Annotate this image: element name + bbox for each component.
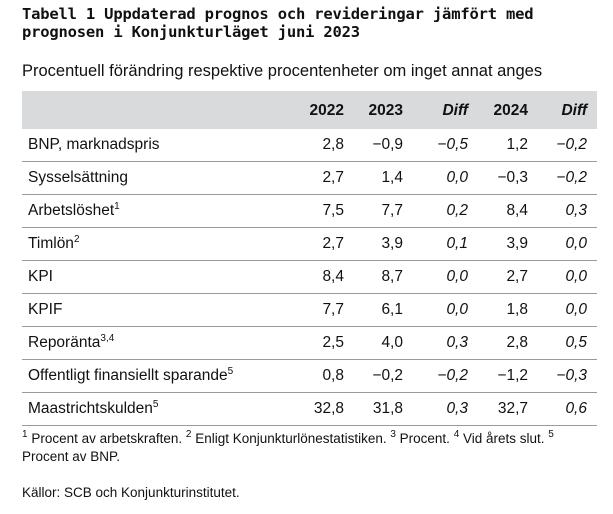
table-cell: 2,7 bbox=[506, 268, 528, 285]
table-cell: 32,8 bbox=[313, 400, 344, 417]
table-cell: 0,2 bbox=[446, 202, 468, 219]
table-cell: 0,1 bbox=[446, 235, 468, 252]
table-cell: −0,3 bbox=[556, 367, 587, 384]
table-cell: 0,3 bbox=[446, 334, 468, 351]
row-label-text: Offentligt finansiellt sparande bbox=[28, 367, 228, 384]
column-header-2024: 2024 bbox=[493, 102, 528, 119]
table-row: Arbetslöshet1 7,5 7,7 0,2 8,4 0,3 bbox=[22, 195, 597, 228]
table-row: Offentligt finansiellt sparande5 0,8 −0,2 −… bbox=[22, 360, 597, 393]
table-cell: 3,9 bbox=[381, 235, 403, 252]
row-label-text: Sysselsättning bbox=[28, 169, 128, 186]
row-label: KPI bbox=[28, 267, 53, 287]
table-header: 2022 2023 Diff 2024 Diff bbox=[22, 91, 597, 129]
footnote-marker: 3 bbox=[390, 429, 396, 440]
footnote-text: Vid årets slut. bbox=[459, 431, 549, 446]
table-cell: 8,4 bbox=[506, 202, 528, 219]
table-cell: −0,3 bbox=[497, 169, 528, 186]
footnote-text: Procent av BNP. bbox=[22, 449, 121, 464]
table-cell: 2,5 bbox=[322, 334, 344, 351]
table-cell: 1,4 bbox=[381, 169, 403, 186]
table-cell: −0,2 bbox=[556, 136, 587, 153]
table-cell: 0,6 bbox=[565, 400, 587, 417]
table-cell: −0,9 bbox=[372, 136, 403, 153]
column-header-2023: 2023 bbox=[368, 102, 403, 119]
table-row: KPIF 7,7 6,1 0,0 1,8 0,0 bbox=[22, 294, 597, 327]
table-row: BNP, marknadspris 2,8 −0,9 −0,5 1,2 −0,2 bbox=[22, 129, 597, 162]
table-title: Tabell 1 Uppdaterad prognos och revideri… bbox=[22, 5, 534, 41]
column-header-2022: 2022 bbox=[309, 102, 344, 119]
row-label-footnote-marker: 2 bbox=[73, 234, 80, 245]
row-label: Timlön2 bbox=[28, 234, 80, 254]
table-cell: −0,2 bbox=[556, 169, 587, 186]
table-cell: 2,8 bbox=[506, 334, 528, 351]
footnote-marker: 5 bbox=[548, 429, 554, 440]
table-row: Reporänta3,4 2,5 4,0 0,3 2,8 0,5 bbox=[22, 327, 597, 360]
row-label: Reporänta3,4 bbox=[28, 333, 114, 353]
table-cell: 7,7 bbox=[322, 301, 344, 318]
row-label-text: KPI bbox=[28, 268, 53, 285]
table-cell: 31,8 bbox=[372, 400, 403, 417]
table-cell: 0,0 bbox=[446, 169, 468, 186]
table-cell: 8,7 bbox=[381, 268, 403, 285]
table-row: Sysselsättning 2,7 1,4 0,0 −0,3 −0,2 bbox=[22, 162, 597, 195]
table-cell: −1,2 bbox=[497, 367, 528, 384]
table-cell: 0,5 bbox=[565, 334, 587, 351]
row-label-text: KPIF bbox=[28, 301, 63, 318]
row-label-footnote-marker: 3,4 bbox=[100, 333, 115, 344]
table-cell: 32,7 bbox=[497, 400, 528, 417]
row-label-footnote-marker: 5 bbox=[227, 366, 234, 377]
column-header-diff-2024: Diff bbox=[561, 102, 587, 119]
table-cell: 0,3 bbox=[446, 400, 468, 417]
table-row: KPI 8,4 8,7 0,0 2,7 0,0 bbox=[22, 261, 597, 294]
row-label-text: Maastrichtskulden bbox=[28, 400, 153, 417]
table-cell: 0,0 bbox=[446, 268, 468, 285]
row-label-text: BNP, marknadspris bbox=[28, 136, 160, 153]
table-cell: 3,9 bbox=[506, 235, 528, 252]
footnote-marker: 2 bbox=[185, 429, 192, 440]
row-label: Arbetslöshet1 bbox=[28, 201, 120, 221]
table-row: Maastrichtskulden5 32,8 31,8 0,3 32,7 0,6 bbox=[22, 393, 597, 426]
table-cell: 1,8 bbox=[506, 301, 528, 318]
footnote-text: Procent av arbetskraften. bbox=[27, 431, 186, 446]
row-label: Sysselsättning bbox=[28, 168, 128, 188]
table-cell: −0,2 bbox=[437, 367, 468, 384]
footnote-marker: 4 bbox=[453, 429, 460, 440]
row-label-footnote-marker: 5 bbox=[152, 399, 159, 410]
footnote-marker: 1 bbox=[22, 429, 28, 440]
row-label: Maastrichtskulden5 bbox=[28, 399, 158, 419]
footnote-text: Procent. bbox=[395, 431, 454, 446]
table-row: Timlön2 2,7 3,9 0,1 3,9 0,0 bbox=[22, 228, 597, 261]
table-cell: 4,0 bbox=[381, 334, 403, 351]
row-label: Offentligt finansiellt sparande5 bbox=[28, 366, 233, 386]
table-cell: 2,7 bbox=[322, 169, 344, 186]
table-cell: 7,7 bbox=[381, 202, 403, 219]
row-label: BNP, marknadspris bbox=[28, 135, 160, 155]
table-subtitle: Procentuell förändring respektive procen… bbox=[22, 62, 543, 80]
table-cell: −0,5 bbox=[437, 136, 468, 153]
row-label-text: Timlön bbox=[28, 235, 74, 252]
table-cell: 6,1 bbox=[381, 301, 403, 318]
table-cell: 2,8 bbox=[322, 136, 344, 153]
table-cell: 0,3 bbox=[565, 202, 587, 219]
table-cell: 0,0 bbox=[565, 301, 587, 318]
row-label: KPIF bbox=[28, 300, 62, 320]
table-cell: 0,0 bbox=[565, 268, 587, 285]
table-cell: 0,0 bbox=[446, 301, 468, 318]
row-label-text: Reporänta bbox=[28, 334, 101, 351]
table-cell: 7,5 bbox=[322, 202, 344, 219]
table-cell: −0,2 bbox=[372, 367, 403, 384]
table-cell: 0,8 bbox=[322, 367, 344, 384]
row-label-footnote-marker: 1 bbox=[114, 201, 120, 212]
row-label-text: Arbetslöshet bbox=[28, 202, 115, 219]
source-note: Källor: SCB och Konjunkturinstitutet. bbox=[22, 485, 240, 500]
footnote-text: Enligt Konjunkturlönestatistiken. bbox=[191, 431, 391, 446]
footnotes: 1 Procent av arbetskraften. 2 Enligt Kon… bbox=[22, 430, 602, 466]
column-header-diff-2023: Diff bbox=[442, 102, 468, 119]
table-cell: 1,2 bbox=[506, 136, 528, 153]
table-cell: 0,0 bbox=[565, 235, 587, 252]
table-cell: 2,7 bbox=[322, 235, 344, 252]
table-cell: 8,4 bbox=[322, 268, 344, 285]
